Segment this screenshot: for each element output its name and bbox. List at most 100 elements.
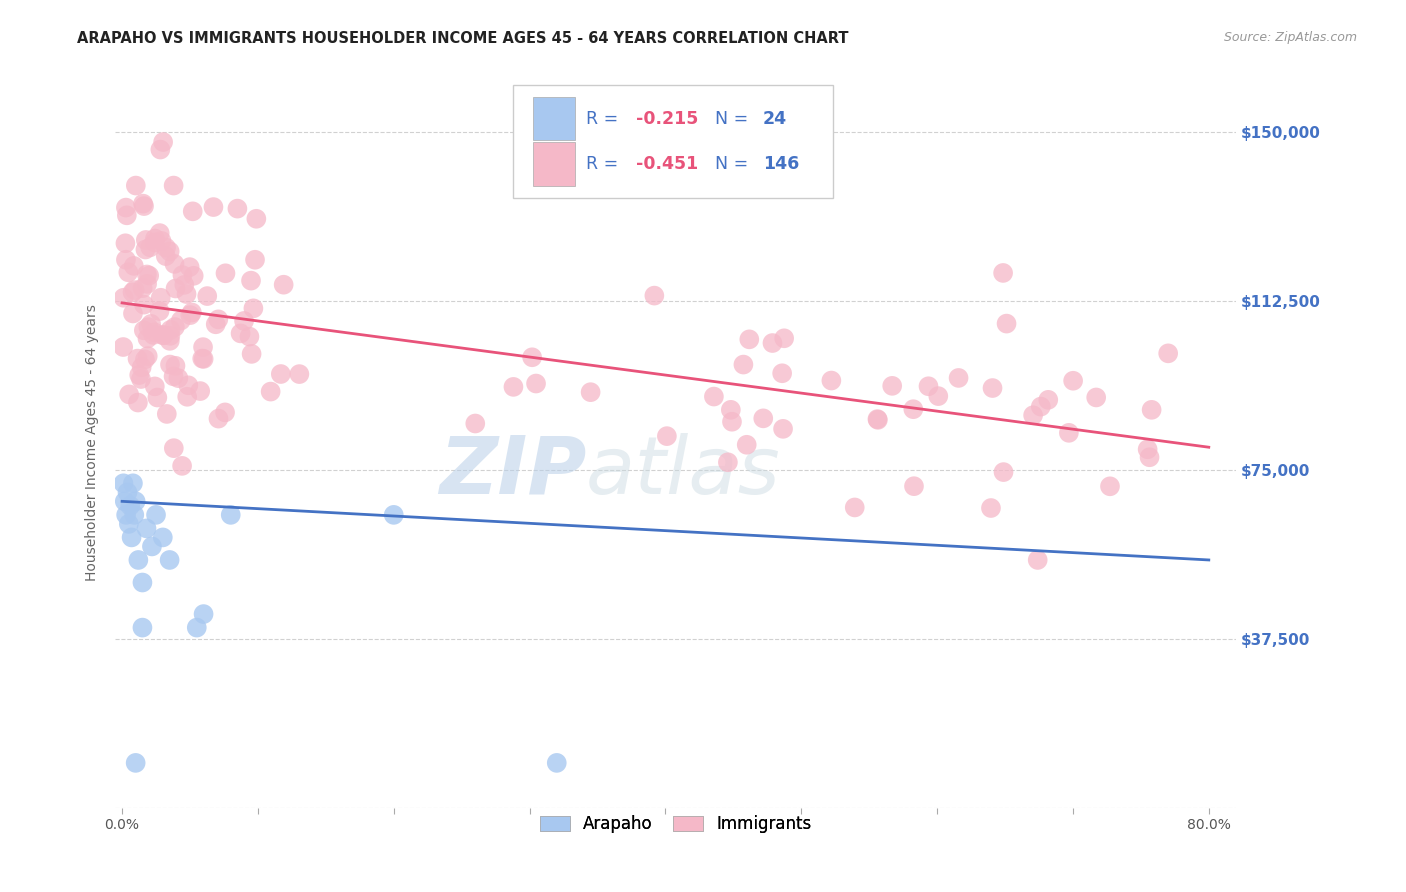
Point <box>132 298 155 312</box>
Point <box>1029 400 1052 414</box>
Point <box>142 327 165 342</box>
Point <box>143 235 166 250</box>
Point <box>122 259 145 273</box>
Point <box>131 281 153 295</box>
Text: ZIP: ZIP <box>439 433 586 511</box>
Point <box>167 371 190 385</box>
Point <box>148 304 170 318</box>
Point <box>155 241 177 255</box>
Point <box>226 202 249 216</box>
Point <box>115 201 138 215</box>
Point <box>173 277 195 292</box>
Point <box>112 340 135 354</box>
Point <box>844 500 866 515</box>
Point <box>981 381 1004 395</box>
Legend: Arapaho, Immigrants: Arapaho, Immigrants <box>533 808 818 840</box>
Point <box>243 252 266 267</box>
Point <box>132 199 155 213</box>
Point <box>159 358 181 372</box>
Text: 24: 24 <box>763 110 787 128</box>
Point <box>1098 479 1121 493</box>
Point <box>233 314 256 328</box>
Point <box>176 390 198 404</box>
Point <box>152 328 174 343</box>
Point <box>991 266 1014 280</box>
Point <box>135 268 157 282</box>
Point <box>124 508 146 522</box>
Point <box>127 553 149 567</box>
Point <box>118 387 141 401</box>
Point <box>980 501 1002 516</box>
Point <box>162 369 184 384</box>
Point <box>1140 402 1163 417</box>
Point <box>181 204 204 219</box>
Point <box>270 367 292 381</box>
Point <box>139 240 162 254</box>
Text: atlas: atlas <box>586 433 780 511</box>
Point <box>191 351 214 366</box>
Point <box>141 540 163 554</box>
Point <box>191 340 214 354</box>
Point <box>721 415 744 429</box>
Text: N =: N = <box>714 110 754 128</box>
Point <box>115 508 138 522</box>
Text: R =: R = <box>586 110 624 128</box>
Point <box>240 274 263 288</box>
Point <box>136 277 159 291</box>
Point <box>866 413 889 427</box>
Point <box>882 379 904 393</box>
Point <box>772 422 794 436</box>
FancyBboxPatch shape <box>533 143 575 186</box>
Point <box>502 380 524 394</box>
Point <box>124 283 146 297</box>
Point <box>152 530 174 544</box>
Point <box>163 257 186 271</box>
Point <box>143 231 166 245</box>
Point <box>240 347 263 361</box>
Point <box>118 516 141 531</box>
Point <box>131 360 153 375</box>
Point <box>193 607 215 621</box>
Point <box>159 329 181 343</box>
Point <box>1022 409 1045 423</box>
Text: R =: R = <box>586 155 624 173</box>
Point <box>163 320 186 334</box>
FancyBboxPatch shape <box>533 97 575 140</box>
Point <box>579 385 602 400</box>
Point <box>188 384 211 398</box>
Point <box>136 349 159 363</box>
Point <box>1136 442 1159 457</box>
Point <box>156 407 179 421</box>
Point <box>112 291 135 305</box>
Point <box>273 277 295 292</box>
Point <box>733 358 755 372</box>
Point <box>124 756 146 770</box>
Point <box>135 521 157 535</box>
Point <box>1062 374 1084 388</box>
Point <box>124 494 146 508</box>
Point <box>127 395 149 409</box>
Point <box>717 455 740 469</box>
Point <box>927 389 949 403</box>
Point <box>172 458 194 473</box>
Point <box>159 334 181 348</box>
Point <box>866 412 889 426</box>
Point <box>136 331 159 345</box>
Point <box>655 429 678 443</box>
Point <box>204 318 226 332</box>
Point <box>773 331 796 345</box>
Point <box>159 244 181 259</box>
Point <box>464 417 486 431</box>
Point <box>149 226 172 240</box>
Point <box>229 326 252 341</box>
Point <box>149 143 172 157</box>
Point <box>159 553 181 567</box>
Point <box>163 441 186 455</box>
Point <box>735 438 758 452</box>
Point <box>242 301 264 316</box>
Point <box>152 328 174 343</box>
Point <box>145 508 167 522</box>
Point <box>903 402 925 417</box>
Point <box>115 208 138 222</box>
Point <box>121 530 143 544</box>
